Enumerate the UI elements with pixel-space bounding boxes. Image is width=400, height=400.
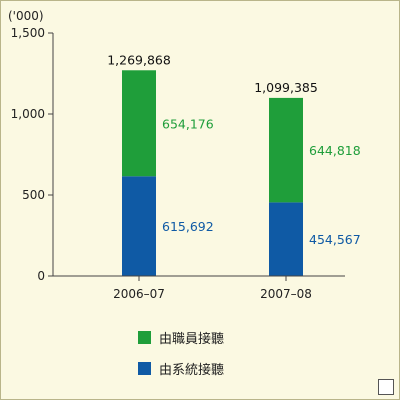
y-tick-label: 1,500 [11,26,45,40]
system-value-label: 615,692 [162,219,214,234]
y-tick-label: 500 [22,188,45,202]
staff-value-label: 654,176 [162,116,214,131]
x-tick-label: 2007–08 [260,287,312,301]
bar-segment-system [269,202,303,276]
bar-total-label: 1,099,385 [254,80,318,95]
resize-corner-icon [378,379,394,395]
legend-swatch-system [138,362,151,375]
bar-segment-staff [269,97,303,203]
staff-value-label: 644,818 [309,143,361,158]
legend-swatch-staff [138,331,151,344]
bar-total-label: 1,269,868 [107,52,171,67]
x-tick-label: 2006–07 [113,287,165,301]
legend-label-staff: 由職員接聽 [159,331,224,347]
y-tick-label: 0 [37,269,45,283]
system-value-label: 454,567 [309,232,361,247]
bar-segment-system [122,176,156,276]
bar-segment-staff [122,70,156,177]
legend-label-system: 由系統接聽 [159,362,224,378]
y-unit-label: ('000) [8,9,44,23]
y-tick-label: 1,000 [11,107,45,121]
